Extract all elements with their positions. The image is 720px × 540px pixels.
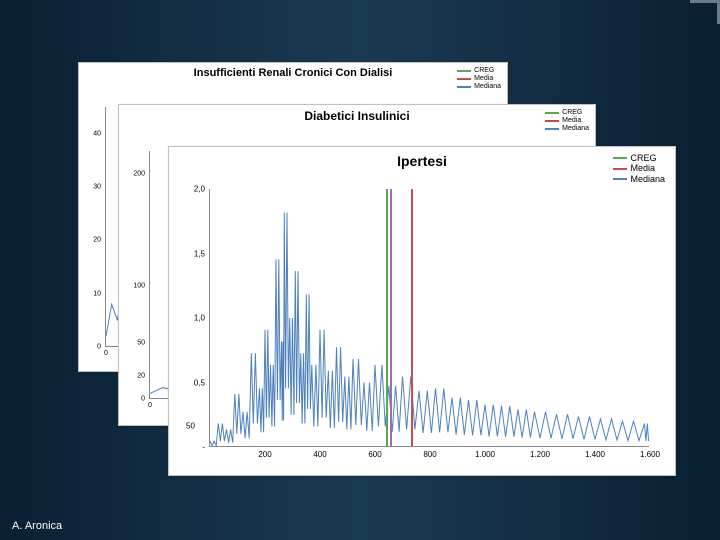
panel-diabetic-legend: CREGMediaMediana <box>545 109 589 133</box>
y-tick-label: 10 <box>71 290 101 297</box>
y-tick-label: 2,0 <box>175 185 205 194</box>
legend-label: Media <box>474 75 493 83</box>
legend-label: CREG <box>562 109 582 117</box>
legend-label: Media <box>562 117 581 125</box>
x-tick-label: 200 <box>258 450 271 459</box>
legend-swatch <box>613 178 627 180</box>
legend-swatch <box>457 78 471 80</box>
x-tick-label: 1.600 <box>640 450 660 459</box>
panel-renal-title: Insufficienti Renali Cronici Con Dialisi <box>79 63 507 83</box>
legend-label: Media <box>630 163 655 173</box>
y-tick-label: 30 <box>71 184 101 191</box>
y-tick-label: 200 <box>115 170 145 177</box>
legend-swatch <box>613 157 627 159</box>
x-tick-label: 1.000 <box>475 450 495 459</box>
y-tick-label: 50 <box>115 339 145 346</box>
legend-item: Mediana <box>545 125 589 133</box>
series-spiky <box>210 213 649 446</box>
legend-label: Mediana <box>630 174 665 184</box>
panel-diabetic-title: Diabetici Insulinici <box>119 105 595 127</box>
panel-ipertesi-legend: CREGMediaMediana <box>613 153 665 184</box>
y-tick-label: 1,0 <box>175 314 205 323</box>
y-tick-label: 1,5 <box>175 249 205 258</box>
legend-swatch <box>613 168 627 170</box>
legend-label: CREG <box>474 67 494 75</box>
y-tick-label: 20 <box>71 237 101 244</box>
legend-swatch <box>545 120 559 122</box>
legend-item: Media <box>457 75 501 83</box>
legend-swatch <box>545 128 559 130</box>
legend-item: Mediana <box>613 174 665 184</box>
x-tick-label: 0 <box>104 350 108 357</box>
legend-item: Mediana <box>457 83 501 91</box>
reference-line <box>411 189 413 446</box>
panel-ipertesi-title: Ipertesi <box>169 147 675 173</box>
y-tick-label: 40 <box>71 130 101 137</box>
x-tick-label: 600 <box>368 450 381 459</box>
reference-line <box>390 189 392 446</box>
y-tick-label: 20 <box>115 373 145 380</box>
panel-ipertesi-plot: -0,51,01,52,02004006008001.0001.2001.400… <box>209 189 649 447</box>
y-tick-label: 0 <box>115 396 145 403</box>
y-tick-label: 100 <box>115 283 145 290</box>
legend-label: Mediana <box>562 125 589 133</box>
panel-ipertesi: Ipertesi CREGMediaMediana -0,51,01,52,02… <box>168 146 676 476</box>
legend-swatch <box>457 86 471 88</box>
footer-author: A. Aronica <box>12 520 62 532</box>
legend-item: Media <box>613 163 665 173</box>
x-tick-label: 800 <box>423 450 436 459</box>
legend-item: CREG <box>457 67 501 75</box>
legend-label: Mediana <box>474 83 501 91</box>
panel-renal-legend: CREGMediaMediana <box>457 67 501 91</box>
x-tick-label: 400 <box>313 450 326 459</box>
legend-item: CREG <box>613 153 665 163</box>
corner-marker <box>690 0 720 24</box>
y-tick-label: 0,5 <box>175 378 205 387</box>
legend-item: CREG <box>545 109 589 117</box>
x-tick-label: 0 <box>148 402 152 409</box>
y-tick-label: - <box>175 443 205 452</box>
legend-swatch <box>457 70 471 72</box>
legend-swatch <box>545 112 559 114</box>
y-tick-label: 50 <box>186 422 195 431</box>
legend-item: Media <box>545 117 589 125</box>
x-tick-label: 1.200 <box>530 450 550 459</box>
legend-label: CREG <box>630 153 656 163</box>
reference-line <box>386 189 388 446</box>
y-tick-label: 0 <box>71 344 101 351</box>
x-tick-label: 1.400 <box>585 450 605 459</box>
